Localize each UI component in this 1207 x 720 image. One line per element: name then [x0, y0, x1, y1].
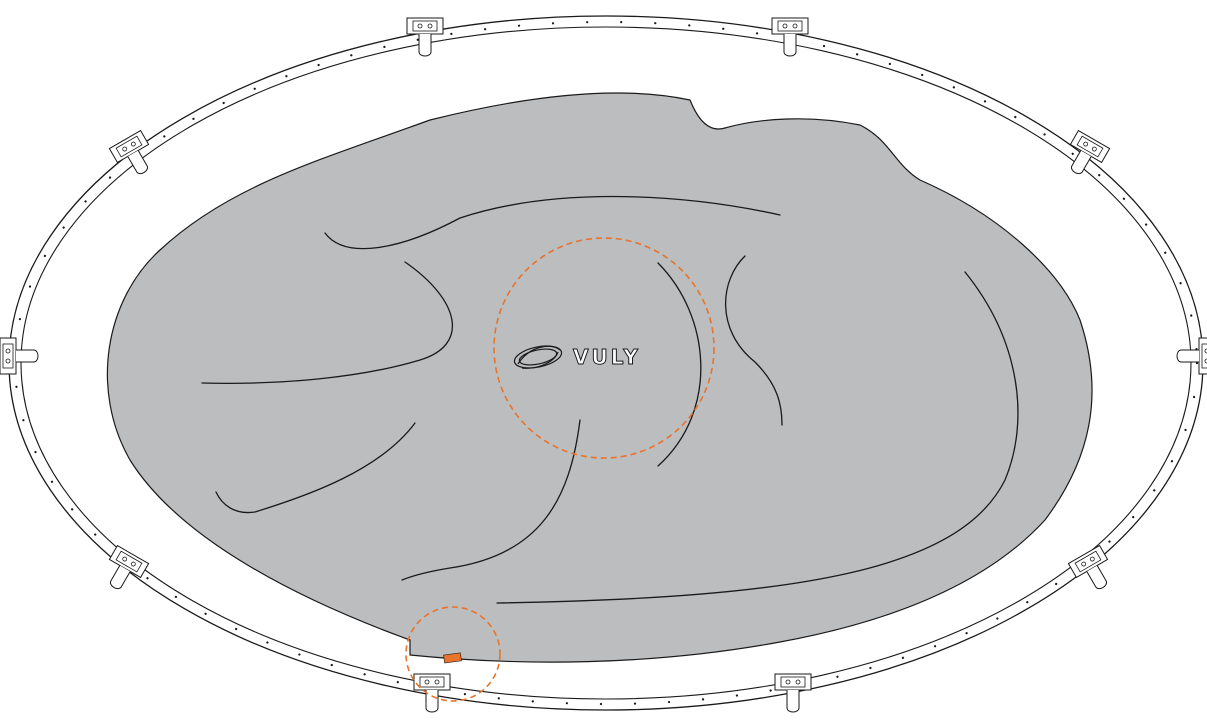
frame-bracket: [1069, 129, 1111, 175]
frame-bracket: [413, 673, 451, 713]
mat-wrinkles: [201, 195, 1019, 604]
mat-tab-marker: [443, 652, 462, 664]
frame-bracket: [108, 544, 150, 590]
frame-bracket: [771, 17, 809, 57]
vuly-logo: VULY: [513, 345, 641, 370]
frame-bracket: [774, 673, 812, 713]
frame-bracket: [1067, 544, 1109, 590]
vuly-swirl-icon: [513, 345, 563, 369]
vuly-logo-text: VULY: [573, 345, 641, 369]
frame-bracket: [108, 129, 150, 175]
callout-logo-center: [493, 237, 715, 459]
frame-bracket: [406, 17, 444, 57]
frame-brackets: [0, 17, 1207, 713]
frame-bracket: [1176, 337, 1207, 375]
frame-bracket: [0, 337, 39, 375]
trampoline-mat: [106, 92, 1093, 663]
callout-mat-tab: [405, 606, 501, 702]
